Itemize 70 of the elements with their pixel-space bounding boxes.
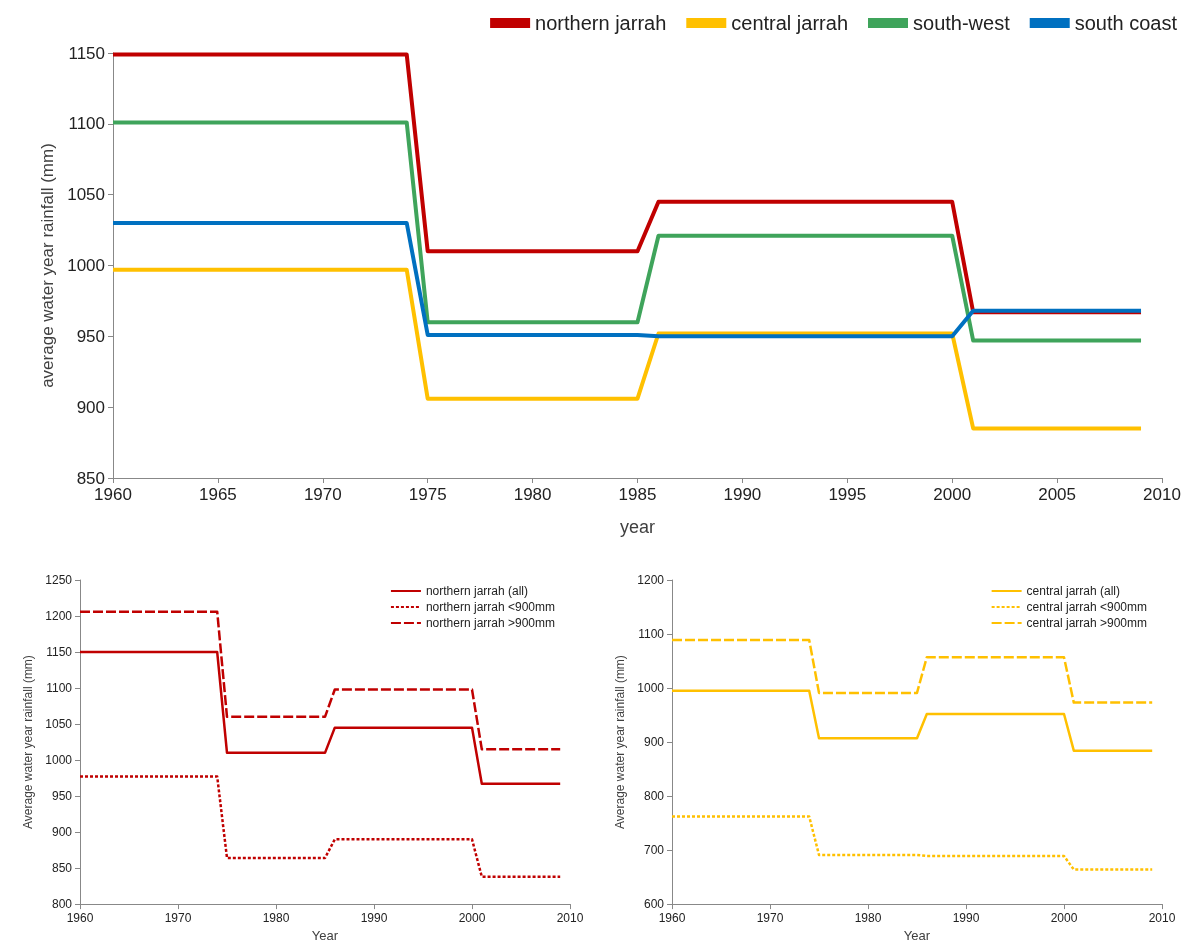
y-tick-label: 1200 <box>637 573 665 587</box>
x-axis-title: Year <box>311 928 339 943</box>
legend-label: south coast <box>1074 12 1178 34</box>
x-tick-label: 2005 <box>1038 485 1077 504</box>
x-tick-label: 1990 <box>360 911 388 926</box>
line-series <box>78 775 562 878</box>
x-tick-label: 2000 <box>458 911 486 926</box>
x-tick-label: 2000 <box>933 485 972 504</box>
legend-label: central jarrah <900mm <box>1026 600 1147 614</box>
legend-label: south-west <box>913 12 1011 34</box>
y-axis-title: Average water year rainfall (mm) <box>613 655 628 829</box>
y-tick-label: 900 <box>76 397 105 417</box>
y-tick-label: 850 <box>76 468 105 488</box>
line-series <box>111 221 1144 339</box>
y-tick-label: 950 <box>76 326 105 346</box>
line-series <box>670 689 1154 752</box>
x-tick-label: 1980 <box>262 911 290 926</box>
legend-label: northern jarrah >900mm <box>425 616 556 630</box>
y-tick-label: 800 <box>643 789 665 804</box>
x-tick-label: 1980 <box>513 485 552 504</box>
y-tick-label: 1050 <box>67 185 105 205</box>
y-tick-label: 1000 <box>637 681 665 696</box>
y-tick-label: 800 <box>51 897 73 912</box>
line-series <box>111 120 1144 343</box>
y-tick-label: 1200 <box>45 609 73 624</box>
x-tick-label: 2010 <box>556 911 584 926</box>
y-tick-label: 1100 <box>46 681 73 696</box>
y-tick-label: 1100 <box>638 627 665 642</box>
y-tick-label: 1150 <box>68 43 105 63</box>
x-tick-label: 1960 <box>94 485 132 504</box>
y-tick-label: 700 <box>643 843 665 858</box>
y-tick-label: 950 <box>51 789 73 804</box>
x-tick-label: 1985 <box>618 485 657 504</box>
y-tick-label: 1100 <box>68 114 105 134</box>
x-tick-label: 1975 <box>408 485 447 504</box>
line-series <box>111 267 1144 431</box>
x-tick-label: 1980 <box>854 911 882 926</box>
y-tick-label: 1000 <box>67 256 105 275</box>
legend-label: northern jarrah <900mm <box>425 600 556 614</box>
x-tick-label: 2010 <box>1143 485 1181 504</box>
x-tick-label: 1990 <box>952 911 980 926</box>
x-tick-label: 1970 <box>756 911 784 926</box>
x-tick-label: 1970 <box>164 911 192 926</box>
x-axis-title: Year <box>903 928 931 943</box>
line-series <box>670 638 1154 704</box>
x-tick-label: 1990 <box>723 485 762 504</box>
x-tick-label: 2000 <box>1050 911 1078 926</box>
y-tick-label: 600 <box>643 897 665 912</box>
x-tick-label: 1995 <box>828 485 867 504</box>
y-tick-label: 1150 <box>46 645 73 660</box>
legend-label: central jarrah <box>731 12 849 34</box>
x-tick-label: 1965 <box>198 485 237 504</box>
x-tick-label: 1960 <box>658 911 686 926</box>
y-tick-label: 900 <box>51 825 73 840</box>
line-series <box>670 815 1154 871</box>
x-axis-title: year <box>619 517 656 537</box>
y-tick-label: 900 <box>643 735 665 750</box>
y-axis-title: Average water year rainfall (mm) <box>21 655 36 829</box>
x-tick-label: 1960 <box>66 911 94 926</box>
legend-label: northern jarrah <box>535 12 667 34</box>
y-tick-label: 1250 <box>45 573 73 587</box>
legend-label: central jarrah >900mm <box>1026 616 1147 630</box>
legend-label: central jarrah (all) <box>1026 584 1120 598</box>
legend-label: northern jarrah (all) <box>425 584 528 598</box>
x-tick-label: 2010 <box>1148 911 1176 926</box>
x-tick-label: 1970 <box>303 485 342 504</box>
y-axis-title: average water year rainfall (mm) <box>38 143 58 388</box>
y-tick-label: 850 <box>51 861 73 876</box>
y-tick-label: 1050 <box>45 717 73 732</box>
y-tick-label: 1000 <box>45 753 73 768</box>
